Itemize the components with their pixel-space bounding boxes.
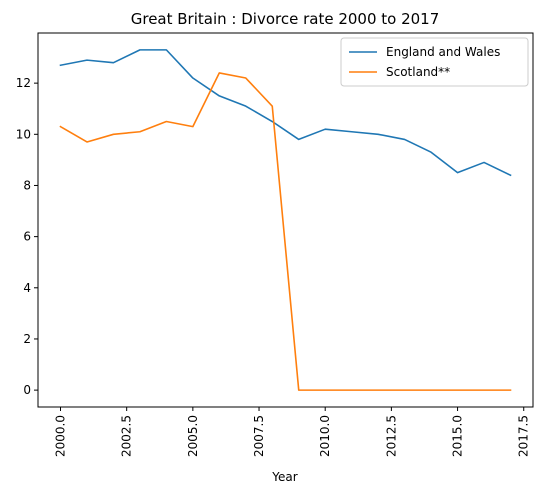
y-tick-label: 12: [16, 76, 31, 90]
chart-title: Great Britain : Divorce rate 2000 to 201…: [131, 10, 440, 28]
x-tick-label: 2002.5: [120, 415, 134, 457]
x-tick-label: 2012.5: [384, 415, 398, 457]
x-axis-ticks: 2000.0 2002.5 2005.0 2007.5 2010.0 2012.5 2015…: [54, 407, 531, 457]
x-axis-label: Year: [271, 470, 297, 484]
series-layer: [59, 49, 512, 391]
y-tick-label: 4: [23, 281, 31, 295]
y-tick-label: 2: [23, 332, 31, 346]
series-line-1: [59, 49, 512, 177]
plot-area: [37, 32, 534, 408]
y-tick-label: 8: [23, 178, 31, 192]
legend: England and Wales Scotland**: [340, 37, 529, 87]
y-tick-label: 10: [16, 127, 31, 141]
x-tick-label: 2015.0: [451, 415, 465, 457]
legend-label: Scotland**: [386, 65, 450, 79]
x-tick-label: 2010.0: [318, 415, 332, 457]
x-tick-label: 2005.0: [186, 415, 200, 457]
legend-box: [340, 37, 529, 87]
y-tick-label: 0: [23, 383, 31, 397]
x-tick-label: 2017.5: [517, 415, 531, 457]
y-tick-label: 6: [23, 230, 31, 244]
plot-frame: [37, 32, 534, 408]
series-line-2: [59, 72, 512, 391]
y-axis-ticks: 0 2 4 6 8 10 12: [16, 76, 38, 397]
legend-label: England and Wales: [386, 45, 500, 59]
x-tick-label: 2000.0: [54, 415, 68, 457]
x-tick-label: 2007.5: [252, 415, 266, 457]
